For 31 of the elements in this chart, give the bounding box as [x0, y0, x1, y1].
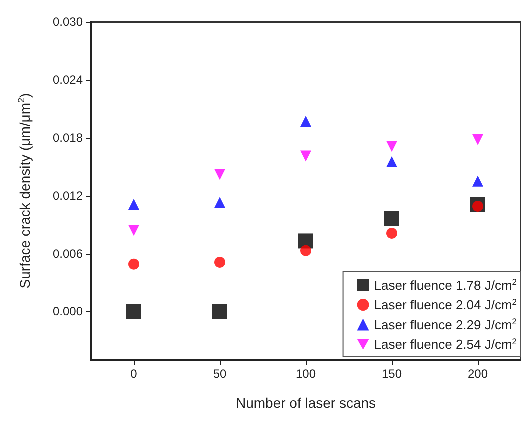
- y-tick-label: 0.000: [52, 304, 84, 319]
- point: [386, 228, 398, 239]
- point: [212, 304, 228, 320]
- point: [214, 169, 226, 180]
- point: [472, 134, 484, 146]
- point: [300, 116, 312, 127]
- point: [384, 212, 400, 227]
- x-tick-label: 0: [130, 367, 138, 381]
- point: [386, 141, 398, 152]
- y-axis-title: Surface crack density (μm/μm2): [16, 93, 33, 289]
- point: [298, 234, 314, 249]
- y-tick-label: 0.006: [52, 246, 84, 261]
- point: [214, 197, 226, 208]
- point: [128, 225, 140, 236]
- point: [300, 150, 312, 162]
- x-tick-label: 100: [296, 367, 316, 381]
- y-tick-label: 0.030: [52, 15, 84, 29]
- point: [386, 156, 398, 168]
- x-tick-label: 150: [382, 367, 402, 381]
- x-tick-label: 200: [468, 367, 488, 381]
- point: [128, 258, 140, 270]
- y-tick-label: 0.012: [52, 188, 84, 203]
- x-axis-title: Number of laser scans: [236, 395, 376, 411]
- point: [126, 304, 142, 320]
- point: [472, 176, 484, 187]
- point: [128, 199, 140, 210]
- point: [214, 256, 226, 268]
- y-tick-label: 0.024: [52, 72, 84, 87]
- y-tick-label: 0.018: [52, 130, 84, 145]
- point: [300, 245, 312, 256]
- x-tick-label: 50: [213, 367, 227, 381]
